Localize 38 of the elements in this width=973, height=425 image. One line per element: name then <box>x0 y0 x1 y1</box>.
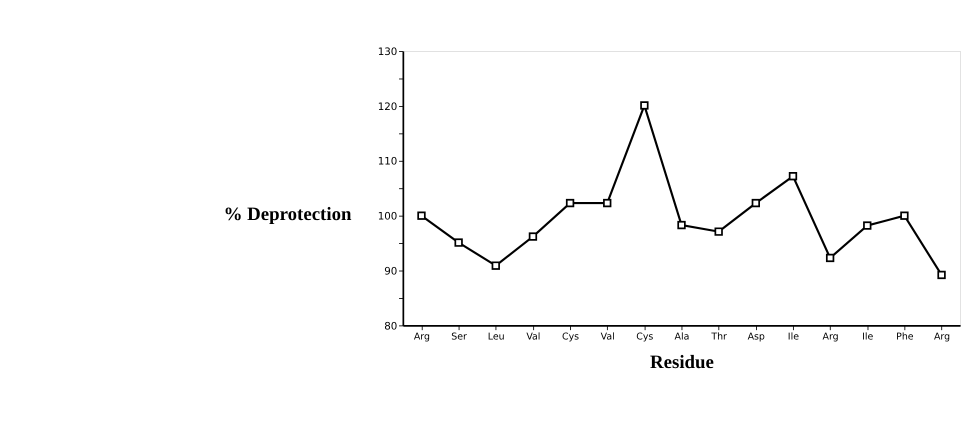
y-tick-label: 80 <box>384 320 398 332</box>
x-tick-label: Phe <box>896 332 914 343</box>
point <box>937 270 946 280</box>
x-tick-label: Arg <box>934 332 950 343</box>
x-tick-label: Val <box>600 332 615 343</box>
x-tick-label: Leu <box>488 332 505 343</box>
point <box>566 198 574 208</box>
x-tick-label: Ser <box>451 332 468 343</box>
x-axis-title: Residue <box>650 352 714 373</box>
point <box>492 261 500 270</box>
x-tick-label: Ile <box>788 332 800 343</box>
x-tick-label: Ala <box>674 332 690 343</box>
point <box>826 254 834 262</box>
point <box>677 220 686 230</box>
y-axis-title: % Deprotection <box>224 204 352 226</box>
x-tick-label: Cys <box>562 332 580 343</box>
point <box>417 212 426 220</box>
point <box>640 101 649 110</box>
point <box>603 198 612 208</box>
x-tick-label: Thr <box>710 332 728 343</box>
x-tick-label: Cys <box>636 332 654 343</box>
point <box>863 221 872 230</box>
x-tick-label: Arg <box>414 332 430 343</box>
x-tick-label: Ile <box>862 332 874 343</box>
y-tick-label: 120 <box>378 100 398 113</box>
point <box>788 172 798 180</box>
point <box>454 238 463 247</box>
point <box>528 232 538 241</box>
point <box>714 227 723 236</box>
point <box>752 198 760 208</box>
y-tick-label: 110 <box>378 156 398 168</box>
y-tick-label: 100 <box>378 210 398 223</box>
point <box>900 212 909 220</box>
x-tick-label: Val <box>526 332 540 343</box>
y-tick-label: 130 <box>378 46 398 58</box>
x-tick-label: Arg <box>822 332 839 343</box>
x-tick-label: Asp <box>748 332 765 343</box>
y-tick-label: 90 <box>384 265 398 278</box>
